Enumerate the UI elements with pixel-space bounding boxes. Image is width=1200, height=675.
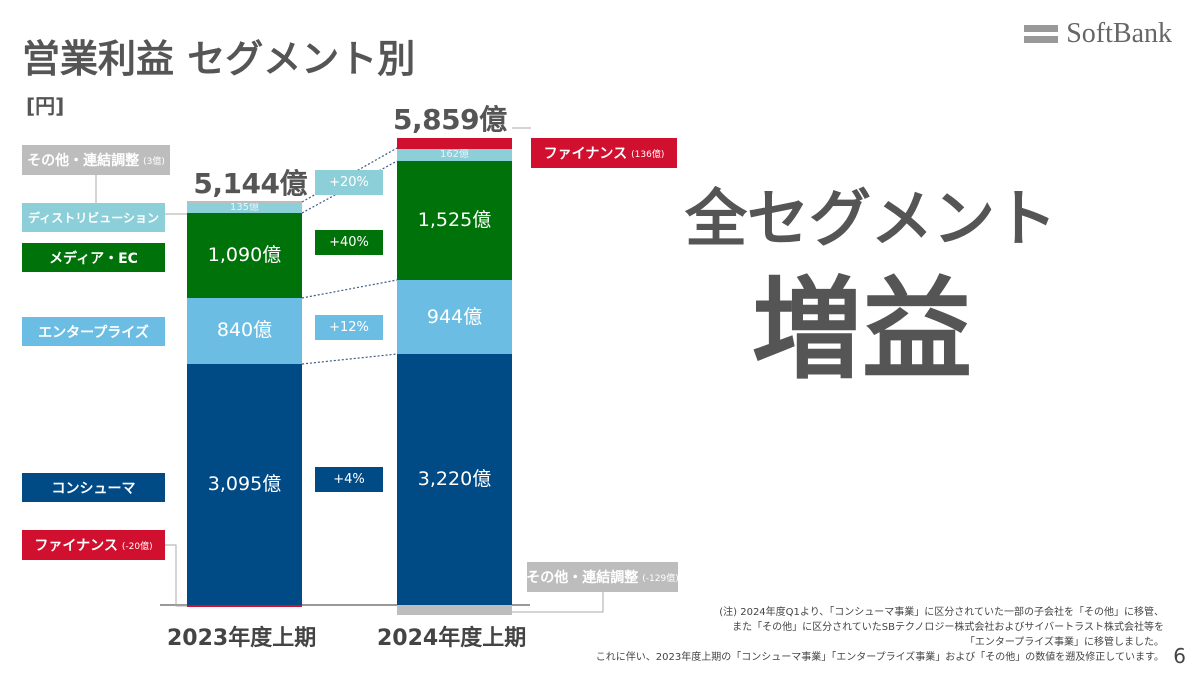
bar-segment-0-0 xyxy=(187,605,302,607)
footnote-line: (注) 2024年度Q1より、「コンシューマ事業」に区分されていた一部の子会社を… xyxy=(719,607,1164,618)
page-number: 6 xyxy=(1173,644,1186,668)
bar-segment-1-0 xyxy=(187,201,302,203)
footnote: (注) 2024年度Q1より、「コンシューマ事業」に区分されていた一部の子会社を… xyxy=(596,605,1164,665)
bar-segment-2-0: 3,095億 xyxy=(187,363,302,605)
change-consumer: +4% xyxy=(315,467,383,492)
leader-finance-2023 xyxy=(165,544,187,607)
logo-bars-icon xyxy=(1024,25,1059,43)
total-2024: 5,859億 xyxy=(393,103,507,136)
bar-segment-4-1: 1,525億 xyxy=(397,161,512,281)
change-media-ec: +40% xyxy=(315,230,383,255)
bar-segment-5-1: 162億 xyxy=(397,148,512,162)
softbank-logo: SoftBank xyxy=(1024,18,1172,50)
change-distribution: +20% xyxy=(315,170,383,195)
bar-segment-0-1 xyxy=(397,138,512,149)
bar-segment-2-1: 3,220億 xyxy=(397,353,512,605)
bar-segment-3-1: 944億 xyxy=(397,280,512,354)
legend-enterprise: エンタープライズ xyxy=(22,317,165,346)
legend-consumer: コンシューマ xyxy=(22,473,165,502)
legend-finance-2023: ファイナンス (-20億) xyxy=(22,530,165,560)
label-other-2024: その他・連結調整 (-129億) xyxy=(526,562,679,592)
footnote-line: また「その他」に区分されていたSBテクノロジー株式会社およびサイバートラスト株式… xyxy=(732,622,1164,633)
change-enterprise: +12% xyxy=(315,315,383,340)
legend-media-ec: メディア・EC xyxy=(22,243,165,272)
bar-segment-4-0: 1,090億 xyxy=(187,213,302,299)
unit-label: [円] xyxy=(26,94,65,118)
label-finance-2024: ファイナンス (136億) xyxy=(531,138,677,168)
total-2023: 5,144億 xyxy=(193,167,307,200)
bar-segment-1-1 xyxy=(397,605,512,616)
x-tick-2024: 2024年度上期 xyxy=(377,626,527,651)
x-tick-2023: 2023年度上期 xyxy=(167,626,317,651)
bar-segment-3-0: 840億 xyxy=(187,298,302,364)
page-title: 営業利益 セグメント別 xyxy=(22,37,416,81)
dotted-connectors xyxy=(301,147,398,365)
leader-other-2024 xyxy=(512,592,604,613)
bar-segment-5-0: 135億 xyxy=(187,202,302,214)
legend-other-2023: その他・連結調整 (3億) xyxy=(22,145,170,175)
headline-line1: 全セグメント xyxy=(685,182,1058,255)
logo-text: SoftBank xyxy=(1066,18,1172,49)
footnote-line: これに伴い、2023年度上期の「コンシューマ事業」「エンタープライズ事業」および… xyxy=(595,652,1164,663)
footnote-line: 「エンタープライズ事業」に移管しました。 xyxy=(964,637,1164,648)
legend-distribution: ディストリビューション xyxy=(22,203,165,232)
headline-line2: 増益 xyxy=(752,266,972,394)
